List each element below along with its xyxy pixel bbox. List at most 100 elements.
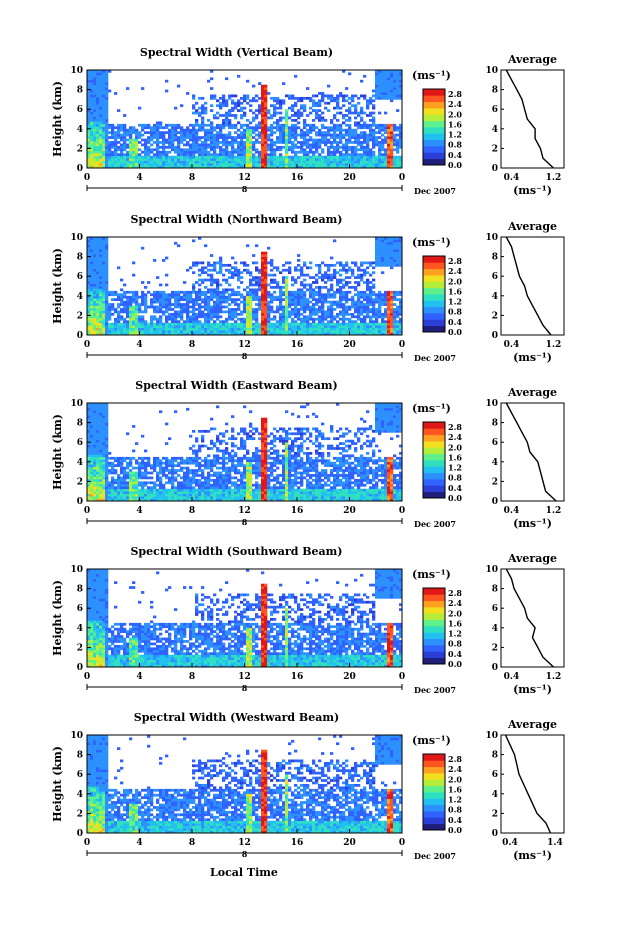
heatmap-cell (396, 244, 400, 248)
heatmap-cell (117, 158, 121, 161)
heatmap-cell (129, 128, 133, 132)
heatmap-cell (384, 310, 388, 314)
heatmap-cell (297, 99, 301, 103)
heatmap-cell (300, 160, 304, 164)
heatmap-cell (93, 498, 97, 502)
heatmap-cell (126, 315, 130, 319)
heatmap-cell (105, 308, 109, 311)
heatmap-cell (261, 160, 265, 164)
heatmap-cell (291, 136, 295, 139)
heatmap-cell (339, 286, 343, 289)
heatmap-cell (264, 281, 268, 284)
heatmap-cell (216, 261, 220, 265)
heatmap-cell (264, 155, 268, 159)
heatmap-cell (195, 320, 199, 324)
heatmap-cell (234, 141, 238, 144)
heatmap-cell (114, 330, 118, 333)
heatmap-cell (378, 160, 382, 164)
heatmap-cell (381, 239, 385, 243)
heatmap-cell (297, 259, 301, 262)
heatmap-cell (216, 312, 220, 316)
heatmap-cell (249, 121, 253, 125)
heatmap-cell (222, 123, 226, 127)
heatmap-cell (309, 286, 313, 289)
heatmap-cell (150, 327, 154, 331)
heatmap-cell (102, 160, 106, 164)
heatmap-cell (393, 79, 397, 83)
heatmap-cell (105, 278, 109, 282)
heatmap-cell (132, 141, 136, 144)
heatmap-cell (351, 148, 355, 152)
heatmap-cell (249, 327, 253, 331)
heatmap-cell (387, 241, 391, 245)
heatmap-cell (255, 325, 259, 328)
heatmap-cell (234, 116, 238, 120)
heatmap-cell (108, 464, 112, 467)
heatmap-cell (261, 119, 265, 122)
heatmap-cell (273, 281, 277, 284)
heatmap-cell (354, 293, 358, 297)
heatmap-cell (99, 84, 103, 88)
heatmap-cell (195, 148, 199, 152)
heatmap-cell (306, 317, 310, 321)
heatmap-cell (279, 300, 283, 304)
heatmap-cell (189, 330, 193, 333)
heatmap-cell (186, 293, 190, 297)
heatmap-cell (378, 237, 382, 240)
heatmap-cell (360, 145, 364, 149)
heatmap-cell (105, 74, 109, 78)
heatmap-cell (303, 273, 307, 277)
heatmap-cell (366, 153, 370, 157)
heatmap-cell (360, 295, 364, 299)
heatmap-cell (123, 305, 127, 309)
heatmap-cell (93, 417, 97, 421)
heatmap-cell (144, 286, 148, 289)
heatmap-cell (294, 153, 298, 157)
heatmap-cell (198, 163, 202, 166)
heatmap-cell (153, 295, 157, 299)
heatmap-cell (120, 165, 124, 169)
heatmap-cell (108, 456, 112, 460)
heatmap-cell (303, 138, 307, 142)
heatmap-cell (123, 303, 127, 306)
heatmap-cell (330, 263, 334, 267)
heatmap-cell (228, 121, 232, 125)
heatmap-cell (243, 155, 247, 159)
heatmap-cell (330, 308, 334, 311)
heatmap-cell (177, 150, 181, 154)
heatmap-cell (90, 486, 94, 490)
heatmap-cell (102, 444, 106, 448)
heatmap-cell (297, 155, 301, 159)
heatmap-cell (390, 256, 394, 260)
heatmap-cell (354, 141, 358, 144)
heatmap-cell (354, 104, 358, 108)
heatmap-cell (213, 322, 217, 326)
colorbar-swatch (423, 108, 445, 115)
heatmap-cell (387, 72, 391, 76)
heatmap-cell (288, 145, 292, 149)
heatmap-cell (390, 94, 394, 98)
colorbar-tick-label: 2.8 (448, 256, 462, 266)
heatmap-cell (120, 298, 124, 301)
heatmap-cell (96, 92, 100, 95)
heatmap-cell (219, 259, 223, 262)
heatmap-cell (180, 325, 184, 328)
heatmap-cell (261, 106, 265, 110)
heatmap-cell (99, 148, 103, 152)
heatmap-cell (207, 128, 211, 132)
heatmap-cell (354, 131, 358, 134)
heatmap-cell (180, 165, 184, 169)
heatmap-cell (267, 160, 271, 164)
heatmap-cell (189, 315, 193, 319)
heatmap-cell (225, 133, 229, 137)
heatmap-cell (291, 145, 295, 149)
heatmap-cell (93, 471, 97, 475)
heatmap-cell (369, 150, 373, 154)
heatmap-cell (192, 315, 196, 319)
heatmap-cell (267, 305, 271, 309)
heatmap-cell (399, 160, 403, 164)
heatmap-cell (186, 148, 190, 152)
heatmap-cell (381, 295, 385, 299)
heatmap-cell (360, 300, 364, 304)
heatmap-cell (147, 153, 151, 157)
